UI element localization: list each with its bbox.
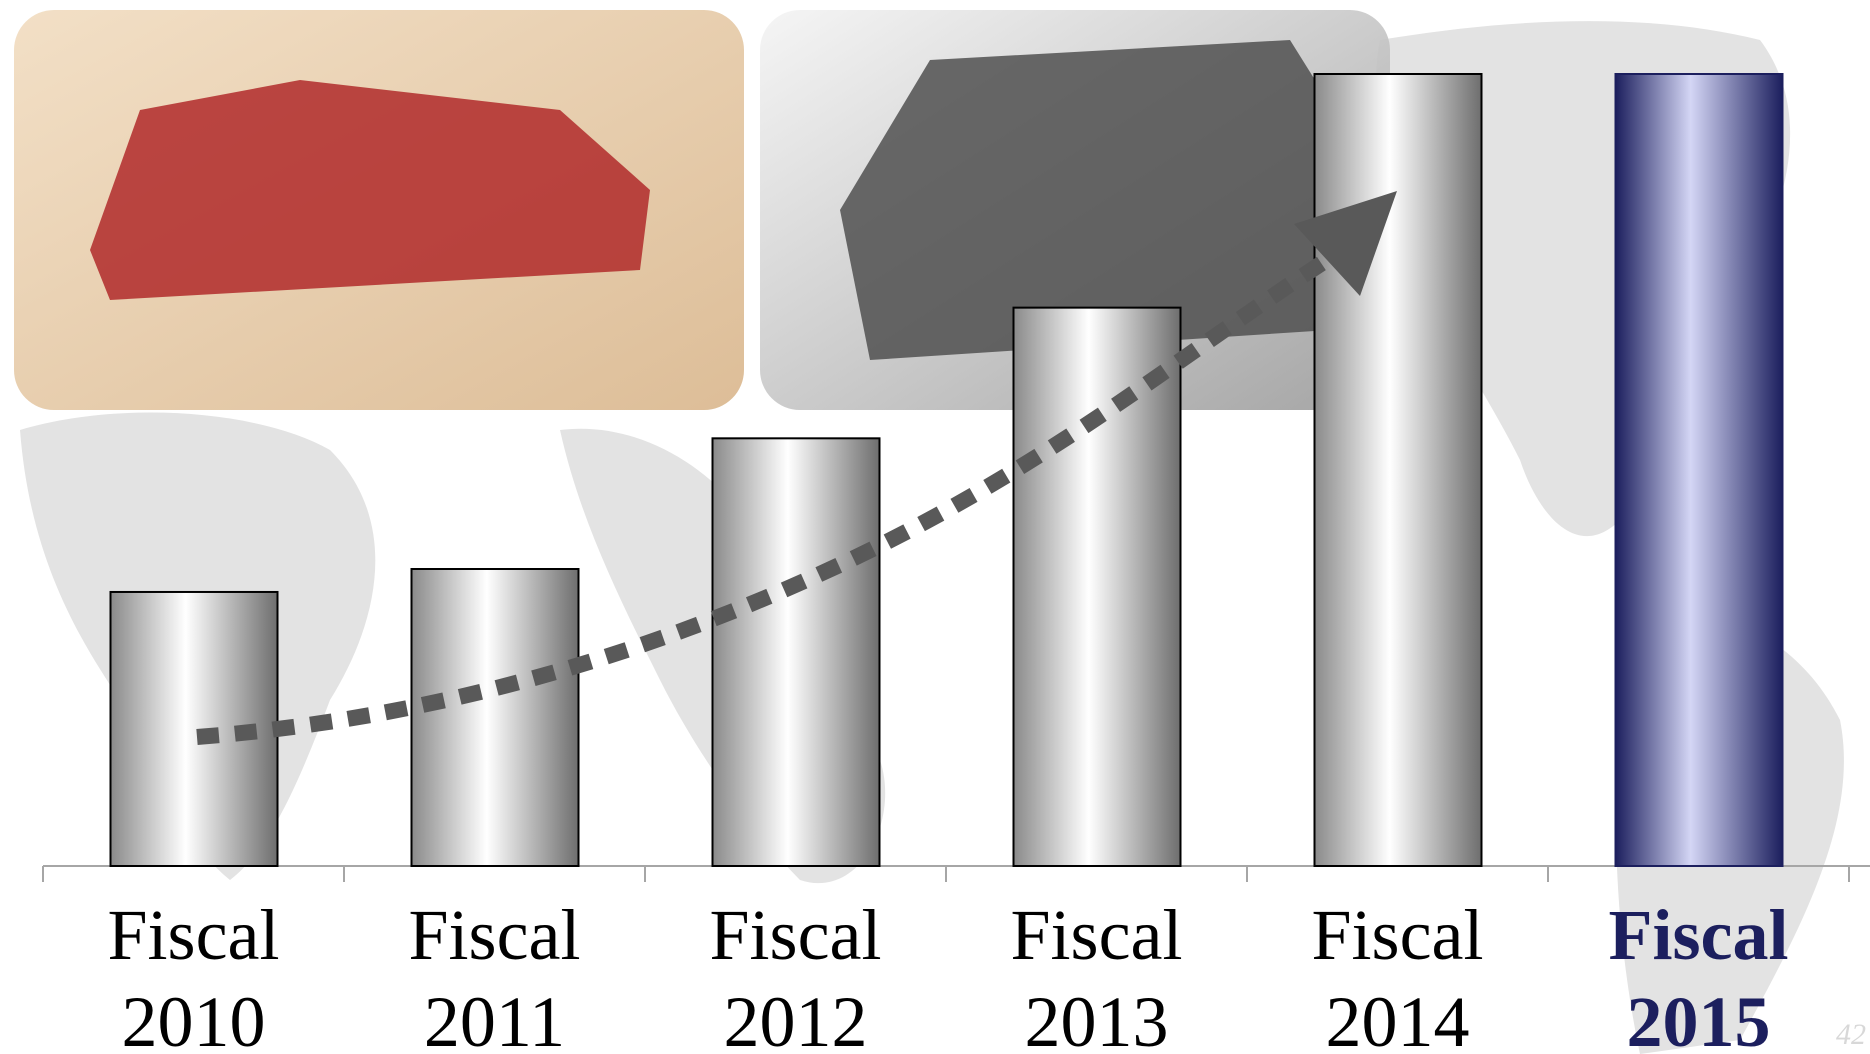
bar (1012, 306, 1182, 867)
photo-vehicle (90, 80, 650, 300)
photo-vehicle (840, 40, 1340, 360)
x-tick-label: Fiscal 2010 (107, 895, 280, 1054)
x-tick-label: Fiscal 2014 (1311, 895, 1484, 1054)
bar (711, 437, 881, 867)
x-tick-label: Fiscal 2015 (1608, 895, 1789, 1054)
arrow-head (1294, 191, 1397, 296)
x-tick-label: Fiscal 2013 (1010, 895, 1183, 1054)
x-tick-label: Fiscal 2011 (408, 895, 581, 1054)
trend-arrow (196, 238, 1355, 745)
x-tick-label: Fiscal 2012 (709, 895, 882, 1054)
bar (1614, 73, 1784, 867)
bar (1313, 73, 1483, 867)
bar (410, 568, 580, 867)
page-number: 42 (1836, 1018, 1866, 1051)
